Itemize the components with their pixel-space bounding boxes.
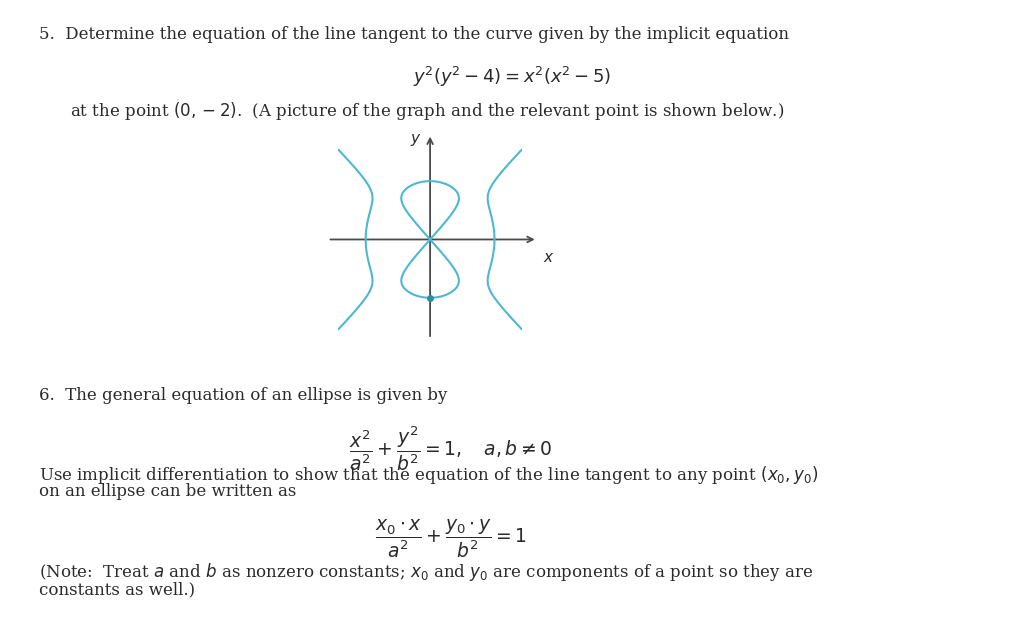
Text: Use implicit differentiation to show that the equation of the line tangent to an: Use implicit differentiation to show tha… bbox=[39, 464, 818, 486]
Text: $y$: $y$ bbox=[411, 132, 422, 149]
Text: 5.  Determine the equation of the line tangent to the curve given by the implici: 5. Determine the equation of the line ta… bbox=[39, 26, 788, 43]
Text: (Note:  Treat $a$ and $b$ as nonzero constants; $x_0$ and $y_0$ are components o: (Note: Treat $a$ and $b$ as nonzero cons… bbox=[39, 561, 813, 583]
Text: at the point $(0, -2)$.  (A picture of the graph and the relevant point is shown: at the point $(0, -2)$. (A picture of th… bbox=[70, 100, 783, 121]
Text: $\dfrac{x_0 \cdot x}{a^2} + \dfrac{y_0 \cdot y}{b^2} = 1$: $\dfrac{x_0 \cdot x}{a^2} + \dfrac{y_0 \… bbox=[375, 518, 526, 560]
Text: constants as well.): constants as well.) bbox=[39, 581, 195, 598]
Text: 6.  The general equation of an ellipse is given by: 6. The general equation of an ellipse is… bbox=[39, 387, 447, 404]
Text: $y^2(y^2 - 4) = x^2(x^2 - 5)$: $y^2(y^2 - 4) = x^2(x^2 - 5)$ bbox=[413, 65, 611, 90]
Text: $\dfrac{x^2}{a^2} + \dfrac{y^2}{b^2} = 1, \quad a, b \neq 0$: $\dfrac{x^2}{a^2} + \dfrac{y^2}{b^2} = 1… bbox=[349, 424, 552, 473]
Text: on an ellipse can be written as: on an ellipse can be written as bbox=[39, 483, 296, 500]
Text: $x$: $x$ bbox=[543, 251, 554, 265]
